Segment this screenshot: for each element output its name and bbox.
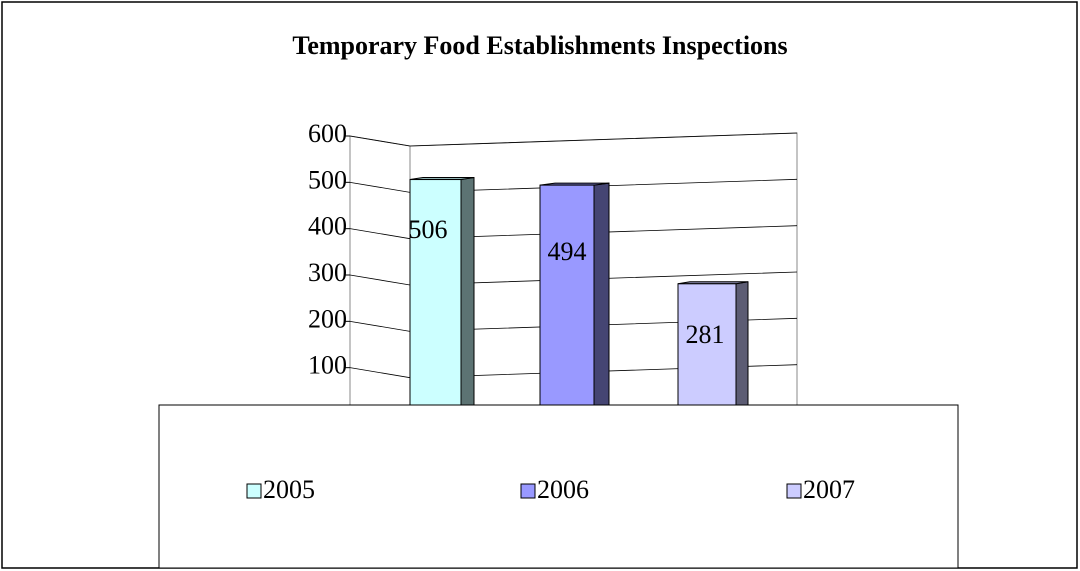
data-label: 506 [409, 215, 448, 244]
legend-label: 2007 [803, 475, 855, 504]
chart-title: Temporary Food Establishments Inspection… [292, 31, 787, 60]
legend-label: 2005 [263, 475, 315, 504]
grid-line [349, 132, 798, 147]
bar [677, 283, 737, 406]
y-tick-label: 200 [308, 304, 347, 333]
legend-swatch [786, 483, 802, 499]
y-tick-label: 500 [308, 165, 347, 194]
y-tick-label: 100 [308, 351, 347, 380]
bar-side [593, 182, 610, 406]
legend-swatch [520, 483, 536, 499]
legend-box [158, 404, 959, 569]
y-tick-label: 400 [308, 212, 347, 241]
bar-side [735, 281, 749, 406]
bar-side [460, 176, 475, 406]
bar [539, 184, 595, 406]
bar [409, 179, 462, 406]
data-label: 494 [548, 237, 587, 266]
data-label: 281 [686, 320, 725, 349]
legend-label: 2006 [537, 475, 589, 504]
legend-swatch [246, 483, 262, 499]
y-tick-label: 600 [308, 119, 347, 148]
y-tick-label: 300 [308, 258, 347, 287]
